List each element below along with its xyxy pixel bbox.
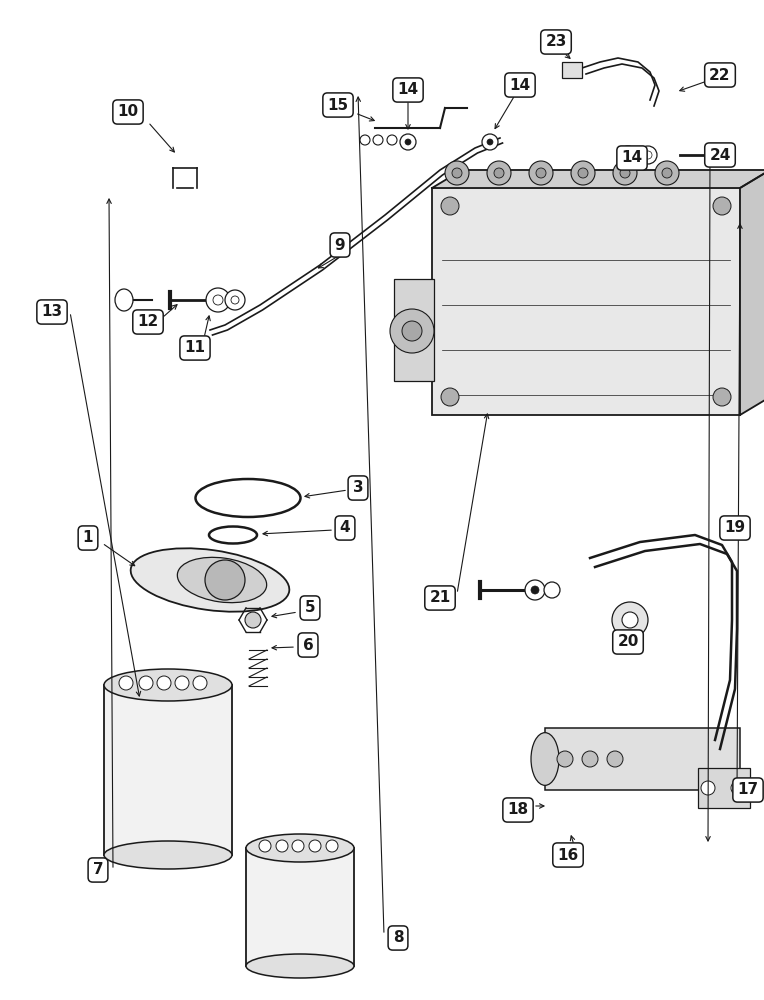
Circle shape — [309, 840, 321, 852]
Circle shape — [206, 288, 230, 312]
Circle shape — [607, 751, 623, 767]
Circle shape — [487, 161, 511, 185]
Text: 14: 14 — [510, 78, 530, 93]
Circle shape — [387, 135, 397, 145]
Circle shape — [525, 580, 545, 600]
Circle shape — [482, 134, 498, 150]
Circle shape — [225, 290, 245, 310]
Circle shape — [531, 586, 539, 594]
Bar — [698, 768, 750, 808]
Circle shape — [276, 840, 288, 852]
Text: 13: 13 — [41, 304, 63, 320]
Circle shape — [400, 134, 416, 150]
Bar — [246, 848, 354, 966]
Circle shape — [701, 781, 715, 795]
Bar — [545, 728, 740, 790]
Text: 11: 11 — [184, 340, 206, 356]
Circle shape — [529, 161, 553, 185]
Bar — [104, 685, 232, 855]
Circle shape — [390, 309, 434, 353]
Circle shape — [445, 161, 469, 185]
Text: 14: 14 — [621, 150, 643, 165]
Text: 3: 3 — [353, 481, 364, 495]
Circle shape — [544, 582, 560, 598]
Text: 17: 17 — [737, 782, 759, 798]
Circle shape — [259, 840, 271, 852]
Text: 12: 12 — [138, 314, 159, 330]
Circle shape — [402, 321, 422, 341]
Circle shape — [662, 168, 672, 178]
Circle shape — [452, 168, 462, 178]
Text: 10: 10 — [118, 104, 138, 119]
Bar — [394, 279, 434, 381]
Circle shape — [139, 676, 153, 690]
Bar — [432, 188, 740, 415]
Text: 7: 7 — [92, 862, 103, 878]
Polygon shape — [740, 170, 764, 415]
Circle shape — [119, 676, 133, 690]
Text: 19: 19 — [724, 520, 746, 536]
Circle shape — [582, 751, 598, 767]
Circle shape — [613, 161, 637, 185]
Ellipse shape — [115, 289, 133, 311]
Circle shape — [622, 612, 638, 628]
Ellipse shape — [246, 954, 354, 978]
Circle shape — [360, 135, 370, 145]
Text: 5: 5 — [305, 600, 316, 615]
Text: 1: 1 — [83, 530, 93, 546]
Circle shape — [441, 388, 459, 406]
Circle shape — [713, 197, 731, 215]
Text: 23: 23 — [545, 34, 567, 49]
Circle shape — [536, 168, 546, 178]
Text: 24: 24 — [709, 147, 730, 162]
Bar — [562, 62, 582, 78]
Text: 16: 16 — [558, 848, 578, 862]
Circle shape — [731, 781, 745, 795]
Circle shape — [713, 388, 731, 406]
Text: 14: 14 — [397, 83, 419, 98]
Circle shape — [292, 840, 304, 852]
Text: 4: 4 — [340, 520, 351, 536]
Ellipse shape — [246, 834, 354, 862]
Circle shape — [619, 146, 637, 164]
Circle shape — [644, 151, 652, 159]
Circle shape — [655, 161, 679, 185]
Circle shape — [231, 296, 239, 304]
Circle shape — [157, 676, 171, 690]
Text: 9: 9 — [335, 237, 345, 252]
Ellipse shape — [531, 733, 559, 785]
Text: 8: 8 — [393, 930, 403, 946]
Circle shape — [494, 168, 504, 178]
Circle shape — [487, 139, 493, 145]
Circle shape — [193, 676, 207, 690]
Text: 20: 20 — [617, 635, 639, 650]
Circle shape — [557, 751, 573, 767]
Text: 21: 21 — [429, 590, 451, 605]
Circle shape — [405, 139, 411, 145]
Polygon shape — [432, 170, 764, 188]
Ellipse shape — [177, 557, 267, 603]
Ellipse shape — [131, 548, 290, 612]
Circle shape — [213, 295, 223, 305]
Circle shape — [205, 560, 245, 600]
Circle shape — [624, 151, 632, 159]
Ellipse shape — [104, 841, 232, 869]
Circle shape — [578, 168, 588, 178]
Circle shape — [571, 161, 595, 185]
Circle shape — [373, 135, 383, 145]
Text: 6: 6 — [303, 638, 313, 652]
Text: 15: 15 — [328, 98, 348, 112]
Circle shape — [326, 840, 338, 852]
Circle shape — [245, 612, 261, 628]
Text: 18: 18 — [507, 802, 529, 818]
Ellipse shape — [104, 669, 232, 701]
Text: 22: 22 — [709, 68, 730, 83]
Circle shape — [441, 197, 459, 215]
Circle shape — [175, 676, 189, 690]
Circle shape — [612, 602, 648, 638]
Circle shape — [639, 146, 657, 164]
Circle shape — [620, 168, 630, 178]
